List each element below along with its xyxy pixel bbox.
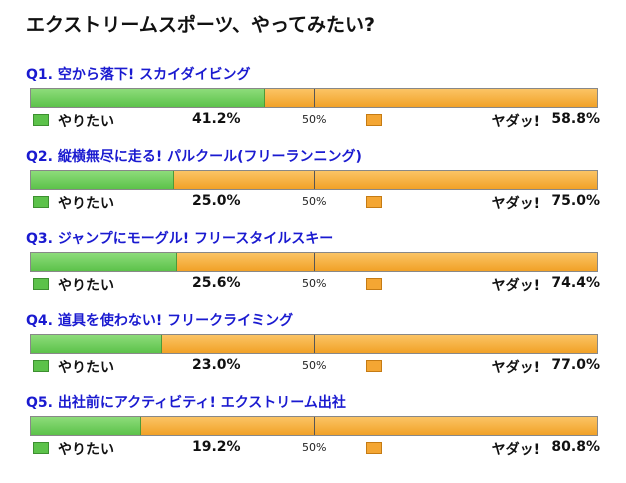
- legend-no-label: ヤダッ!: [491, 278, 540, 294]
- bar-segment-no: [172, 171, 597, 189]
- chart-title: エクストリームスポーツ、やってみたい?: [26, 14, 376, 36]
- legend-yes-label: やりたい: [58, 278, 114, 294]
- swatch-yes: [33, 114, 49, 126]
- question-block: Q1. 空から落下! スカイダイビングやりたい 41.2% 50% ヤダッ! 58.8%: [0, 64, 626, 146]
- legend-no-label: ヤダッ!: [491, 442, 540, 458]
- swatch-yes: [33, 278, 49, 290]
- value-no: 80.8%: [551, 439, 600, 455]
- question-block: Q4. 道具を使わない! フリークライミングやりたい 23.0% 50% ヤダッ! 77…: [0, 310, 626, 392]
- swatch-no: [366, 360, 382, 372]
- stacked-bar: [30, 252, 598, 272]
- midpoint-label: 50%: [302, 195, 327, 208]
- bar-segment-no: [161, 335, 597, 353]
- bar-segment-yes: [31, 89, 266, 107]
- stacked-bar: [30, 334, 598, 354]
- midpoint-line: [314, 417, 315, 435]
- stacked-bar: [30, 170, 598, 190]
- midpoint-line: [314, 253, 315, 271]
- legend-row: やりたい 19.2% 50% ヤダッ! 80.8%: [0, 438, 626, 458]
- question-block: Q2. 縦横無尽に走る! パルクール(フリーランニング) やりたい 25.0% 50%…: [0, 146, 626, 228]
- legend-yes-label: やりたい: [58, 114, 114, 130]
- legend-row: やりたい 25.0% 50% ヤダッ! 75.0%: [0, 192, 626, 212]
- legend-yes-label: やりたい: [58, 360, 114, 376]
- bar-segment-no: [264, 89, 597, 107]
- swatch-no: [366, 196, 382, 208]
- bar-segment-no: [139, 417, 597, 435]
- legend-row: やりたい 41.2% 50% ヤダッ! 58.8%: [0, 110, 626, 130]
- question-label: Q5. 出社前にアクティビティ! エクストリーム出社: [26, 395, 346, 411]
- midpoint-line: [314, 335, 315, 353]
- legend-no-label: ヤダッ!: [491, 114, 540, 130]
- swatch-no: [366, 278, 382, 290]
- legend-no-label: ヤダッ!: [491, 196, 540, 212]
- bar-segment-yes: [31, 171, 174, 189]
- value-no: 77.0%: [551, 357, 600, 373]
- swatch-no: [366, 442, 382, 454]
- bar-segment-yes: [31, 417, 141, 435]
- swatch-no: [366, 114, 382, 126]
- legend-yes-label: やりたい: [58, 196, 114, 212]
- midpoint-label: 50%: [302, 277, 327, 290]
- swatch-yes: [33, 360, 49, 372]
- value-yes: 25.0%: [192, 193, 241, 209]
- midpoint-line: [314, 89, 315, 107]
- legend-row: やりたい 25.6% 50% ヤダッ! 74.4%: [0, 274, 626, 294]
- bar-segment-yes: [31, 253, 177, 271]
- question-label: Q2. 縦横無尽に走る! パルクール(フリーランニング): [26, 149, 362, 165]
- stacked-bar: [30, 416, 598, 436]
- question-label: Q4. 道具を使わない! フリークライミング: [26, 313, 294, 329]
- question-label: Q3. ジャンプにモーグル! フリースタイルスキー: [26, 231, 334, 247]
- question-block: Q5. 出社前にアクティビティ! エクストリーム出社やりたい 19.2% 50% ヤダ…: [0, 392, 626, 474]
- value-yes: 41.2%: [192, 111, 241, 127]
- value-yes: 23.0%: [192, 357, 241, 373]
- value-no: 74.4%: [551, 275, 600, 291]
- bar-segment-yes: [31, 335, 163, 353]
- legend-no-label: ヤダッ!: [491, 360, 540, 376]
- midpoint-label: 50%: [302, 441, 327, 454]
- midpoint-label: 50%: [302, 113, 327, 126]
- question-label: Q1. 空から落下! スカイダイビング: [26, 67, 251, 83]
- value-yes: 19.2%: [192, 439, 241, 455]
- legend-row: やりたい 23.0% 50% ヤダッ! 77.0%: [0, 356, 626, 376]
- question-block: Q3. ジャンプにモーグル! フリースタイルスキーやりたい 25.6% 50% ヤダッ…: [0, 228, 626, 310]
- midpoint-line: [314, 171, 315, 189]
- midpoint-label: 50%: [302, 359, 327, 372]
- value-yes: 25.6%: [192, 275, 241, 291]
- bar-segment-no: [175, 253, 597, 271]
- swatch-yes: [33, 442, 49, 454]
- stacked-bar: [30, 88, 598, 108]
- swatch-yes: [33, 196, 49, 208]
- legend-yes-label: やりたい: [58, 442, 114, 458]
- value-no: 75.0%: [551, 193, 600, 209]
- value-no: 58.8%: [551, 111, 600, 127]
